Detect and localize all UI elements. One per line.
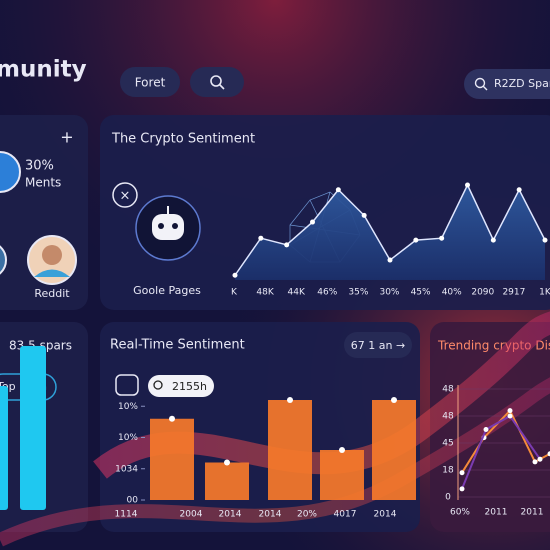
x-tick-label: K [231,288,238,298]
y-tick-label: 10% [118,402,138,412]
app-title: munity [0,57,87,83]
bot-eye [172,223,178,229]
percent: 30% [25,159,54,174]
point [361,212,367,218]
link-button[interactable] [344,332,412,358]
x-tick-label: 2090 [471,288,494,298]
search-field[interactable] [464,69,550,99]
search-icon [153,380,163,390]
close-icon[interactable]: × [120,189,131,204]
avatar-face [42,245,62,265]
point [537,456,543,462]
bar [372,400,416,500]
x-tick-label: 2004 [180,510,203,520]
point [547,451,550,457]
bot-eye [158,223,164,229]
bar [320,450,364,500]
x-tick-label: 1114 [115,510,138,520]
point [459,470,465,476]
y-tick-label: 48 [442,412,454,422]
point [413,237,419,243]
y-tick-label: 1034 [115,464,138,474]
avatar [0,245,7,275]
point [490,237,496,243]
bar [205,462,249,500]
line [461,414,541,490]
point [532,459,538,465]
y-tick-label: 00 [127,496,139,506]
y-tick-label: 45 [442,439,453,449]
point [284,242,290,248]
x-tick-label: 2014 [374,510,397,520]
bot-head [152,214,184,240]
point [507,408,513,414]
search-icon [219,84,225,90]
point [459,486,465,492]
x-tick-label: 30% [379,288,399,298]
search-label[interactable]: R2ZD Spare [494,77,550,90]
y-tick-label: 18 [442,466,454,476]
x-tick-label: 2014 [259,510,282,520]
area [235,185,545,280]
bar-dot [287,397,293,403]
tv-icon[interactable] [115,374,139,396]
bar-dot [169,415,175,422]
x-tick-label: 45% [411,288,431,298]
bar-dot [224,459,230,466]
x-tick-label: 2014 [219,510,242,520]
x-tick-label: 2011 [521,508,544,518]
add-icon[interactable]: + [60,128,73,147]
point [258,235,264,241]
bar [0,386,8,510]
percent-label: Ments [25,176,61,190]
source-label: Goole Pages [133,284,201,297]
point [465,182,470,188]
point [516,187,522,193]
point [439,235,445,241]
bar [150,418,194,500]
x-tick-label: 35% [348,288,368,298]
x-tick-label: 44K [288,288,306,298]
x-tick-label: 2917 [502,288,525,298]
tab-label[interactable]: Foret [135,76,166,90]
platform: Reddit [34,287,70,300]
tab[interactable] [120,67,180,97]
point [232,272,238,278]
search-pill[interactable] [148,375,214,397]
y-tick-label: 0 [445,493,451,503]
x-tick-label: 46% [317,288,337,298]
bar-dot [339,447,345,453]
bar [268,400,312,500]
x-tick-label: 60% [450,508,470,518]
bar-dot [391,397,397,403]
point [335,187,341,193]
avatar-body [34,269,70,277]
point [542,237,548,243]
x-tick-label: 1K [539,288,550,298]
search-icon [210,75,222,87]
point [310,219,315,225]
point [387,257,393,263]
x-tick-label: 40% [442,288,462,298]
y-tick-label: 10% [118,433,138,443]
x-tick-label: 20% [297,510,317,520]
x-tick-label: 2011 [485,508,508,518]
avatar [0,151,21,193]
x-tick-label: 4017 [334,510,357,520]
card-title: The Crypto Sentiment [111,132,255,147]
search-button[interactable] [190,67,244,97]
y-tick-label: 48 [442,385,454,395]
bar [20,346,46,510]
point [507,413,513,419]
search-icon [482,85,488,91]
search-pill-label[interactable]: 2155h [172,380,207,393]
card-title: Real-Time Sentiment [110,338,245,353]
close-bubble[interactable] [112,182,138,208]
search-icon [474,77,486,89]
x-tick-label: 48K [256,288,274,298]
point [483,427,489,432]
link-label[interactable]: 67 1 an → [351,339,405,352]
